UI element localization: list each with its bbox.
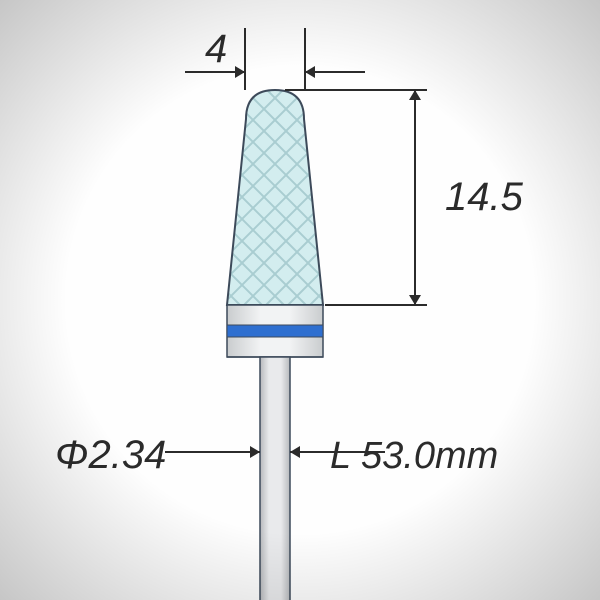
collar — [227, 305, 323, 357]
dim-tip-width-label: 4 — [205, 27, 227, 71]
shank — [260, 357, 290, 600]
color-band — [227, 325, 323, 337]
dim-tip-length: 14.5 — [285, 90, 524, 305]
dim-overall-length-label: L 53.0mm — [330, 435, 498, 477]
dim-overall-length: L 53.0mm — [330, 435, 498, 477]
dim-tip-length-label: 14.5 — [445, 175, 524, 219]
dim-tip-width: 4 — [185, 27, 365, 90]
dim-shank-dia-label: Φ2.34 — [55, 433, 166, 477]
